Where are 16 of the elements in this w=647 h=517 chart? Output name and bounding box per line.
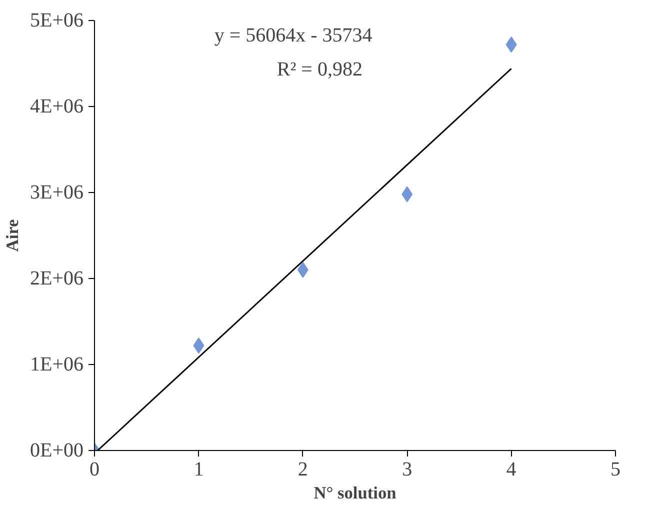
- x-tick-label: 4: [506, 458, 516, 480]
- x-tick-label: 1: [194, 458, 204, 480]
- y-tick-label: 1E+06: [30, 354, 84, 376]
- y-tick-label: 3E+06: [30, 182, 84, 204]
- x-axis-title: N° solution: [314, 484, 397, 502]
- x-tick-label: 5: [610, 458, 620, 480]
- y-tick-label: 5E+06: [30, 10, 84, 32]
- annotation: y = 56064x - 35734: [214, 24, 372, 46]
- x-tick-label: 3: [402, 458, 412, 480]
- x-tick-label: 2: [298, 458, 308, 480]
- annotation: R² = 0,982: [276, 58, 362, 81]
- y-axis-title: Aire: [3, 218, 22, 252]
- y-tick-label: 4E+06: [30, 96, 84, 118]
- x-tick-label: 0: [90, 458, 100, 480]
- y-tick-label: 2E+06: [30, 268, 84, 290]
- y-tick-label: 0E+00: [30, 440, 84, 462]
